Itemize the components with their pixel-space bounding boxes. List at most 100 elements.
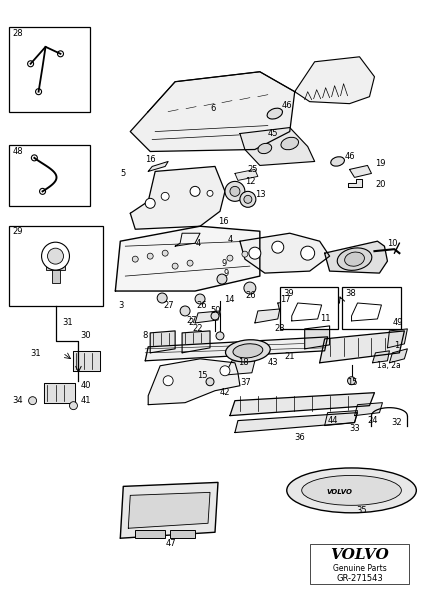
Circle shape [42,242,69,270]
Circle shape [207,191,213,197]
Circle shape [163,376,173,386]
Text: 15: 15 [197,371,207,380]
Text: 47: 47 [165,538,176,548]
Text: 20: 20 [375,180,386,189]
Bar [280,287,337,329]
Polygon shape [130,72,295,151]
Circle shape [240,191,256,207]
Circle shape [225,182,245,201]
Text: 9: 9 [222,258,227,267]
Polygon shape [349,165,371,177]
Polygon shape [150,331,175,353]
Text: 27: 27 [163,302,174,311]
Text: 38: 38 [346,288,356,297]
Text: 25: 25 [248,165,258,174]
Text: 26: 26 [196,302,207,311]
Polygon shape [295,57,374,103]
Circle shape [190,186,200,197]
Text: VOLVO: VOLVO [326,489,353,495]
Polygon shape [195,311,220,323]
Polygon shape [325,241,388,273]
Text: 44: 44 [328,416,338,425]
Polygon shape [148,359,240,404]
Polygon shape [43,383,76,403]
Circle shape [28,61,34,67]
Text: GR-271543: GR-271543 [336,573,383,582]
Circle shape [211,312,219,320]
Text: 45: 45 [268,129,278,138]
Text: 21: 21 [285,352,295,361]
Text: 35: 35 [357,506,367,515]
Bar [8,27,91,112]
Circle shape [220,366,230,376]
Polygon shape [235,413,357,433]
Polygon shape [120,483,218,538]
Ellipse shape [331,157,344,166]
Circle shape [301,246,314,260]
Circle shape [69,401,77,410]
Circle shape [172,263,178,269]
Ellipse shape [337,248,372,270]
Text: VOLVO: VOLVO [330,548,389,562]
Text: 36: 36 [295,433,306,442]
Circle shape [187,260,193,266]
Circle shape [242,251,248,257]
Ellipse shape [233,344,263,358]
Text: 39: 39 [284,288,295,297]
Text: 13: 13 [255,190,266,199]
Bar [8,226,103,306]
Circle shape [157,293,167,303]
Text: 2: 2 [188,319,193,328]
Ellipse shape [258,144,272,154]
Circle shape [249,247,261,259]
Circle shape [40,188,45,194]
Text: 10: 10 [388,239,398,248]
Circle shape [31,155,37,161]
Polygon shape [278,301,298,311]
Bar [51,269,60,283]
Polygon shape [130,166,225,229]
Text: 32: 32 [391,418,402,427]
Text: 27: 27 [186,317,197,325]
Polygon shape [351,303,382,321]
Bar [310,544,409,584]
Text: 1: 1 [394,341,400,350]
Text: 40: 40 [80,381,91,390]
Circle shape [348,377,356,385]
Text: 33: 33 [349,424,360,433]
Text: 5: 5 [120,169,125,178]
Bar [170,530,195,538]
Polygon shape [148,162,168,171]
Circle shape [272,241,284,253]
Circle shape [244,282,256,294]
Polygon shape [320,331,404,363]
Bar [135,530,165,538]
Ellipse shape [226,340,270,362]
Polygon shape [305,326,330,349]
Polygon shape [145,337,328,361]
Circle shape [48,248,63,264]
Text: Genuine Parts: Genuine Parts [333,564,386,573]
Circle shape [244,195,252,203]
Circle shape [161,192,169,200]
Polygon shape [230,392,374,416]
Circle shape [57,51,63,57]
Polygon shape [354,403,382,416]
Ellipse shape [345,252,364,266]
Circle shape [227,255,233,261]
Ellipse shape [302,475,401,505]
Polygon shape [240,127,314,165]
Text: 22: 22 [192,325,203,334]
Circle shape [132,256,138,262]
Polygon shape [255,309,280,323]
Text: 43: 43 [268,358,278,367]
Text: 17: 17 [280,294,290,304]
Circle shape [36,89,42,95]
Circle shape [206,378,214,386]
Text: 41: 41 [80,396,91,405]
Circle shape [216,332,224,340]
Polygon shape [115,226,260,291]
Circle shape [28,397,37,404]
Text: 23: 23 [275,325,286,334]
Text: 12: 12 [245,177,255,186]
